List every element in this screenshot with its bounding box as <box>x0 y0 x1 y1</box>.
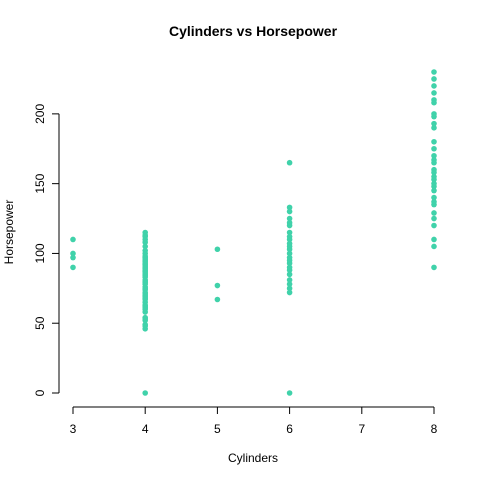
y-tick-label: 100 <box>33 243 47 263</box>
x-tick-label: 4 <box>142 422 149 436</box>
data-point <box>286 254 293 261</box>
data-point <box>70 264 76 271</box>
data-point <box>431 138 437 145</box>
y-tick-label: 50 <box>33 316 47 330</box>
data-point <box>431 180 437 187</box>
data-point <box>70 250 76 257</box>
data-point <box>286 219 293 226</box>
data-point <box>431 236 437 243</box>
x-tick-label: 8 <box>431 422 438 436</box>
data-point <box>286 204 293 211</box>
data-point <box>431 145 437 152</box>
data-point <box>431 194 437 201</box>
data-point <box>431 69 437 75</box>
data-point <box>431 111 437 117</box>
data-point <box>286 289 293 296</box>
x-tick-label: 6 <box>286 422 293 436</box>
y-axis-label: Horsepower <box>2 200 16 265</box>
data-point <box>286 285 293 292</box>
data-point <box>431 198 437 205</box>
data-point <box>431 215 437 222</box>
x-tick-label: 3 <box>70 422 77 436</box>
y-tick-label: 200 <box>33 104 47 124</box>
data-point <box>431 166 437 173</box>
data-point <box>431 187 437 194</box>
data-point <box>286 159 293 166</box>
data-point <box>286 250 293 257</box>
data-point <box>286 208 293 215</box>
chart-title: Cylinders vs Horsepower <box>169 23 338 39</box>
x-tick-label: 7 <box>358 422 365 436</box>
y-tick-label: 0 <box>33 389 47 396</box>
data-point <box>286 215 293 222</box>
x-axis-label: Cylinders <box>228 451 278 465</box>
x-tick-label: 5 <box>214 422 221 436</box>
data-point <box>142 390 148 396</box>
data-point <box>286 264 293 271</box>
data-point <box>142 321 148 328</box>
data-point <box>431 125 437 131</box>
data-point <box>431 83 437 89</box>
data-point <box>431 152 437 159</box>
data-point <box>286 229 293 236</box>
data-point <box>214 282 221 289</box>
data-points <box>70 69 437 396</box>
data-point <box>431 222 437 229</box>
data-point <box>431 210 437 216</box>
data-point <box>286 390 293 396</box>
y-tick-label: 150 <box>33 173 47 193</box>
data-point <box>214 296 221 303</box>
data-point <box>431 90 437 96</box>
data-point <box>286 233 293 240</box>
x-axis: 3 4 5 6 7 8 <box>70 406 438 436</box>
data-point <box>142 314 148 321</box>
data-point <box>431 97 437 103</box>
data-point <box>431 120 437 127</box>
data-point <box>431 157 437 163</box>
y-axis: 0 50 100 150 200 <box>33 104 60 396</box>
data-point <box>142 243 148 250</box>
data-point <box>70 236 76 243</box>
data-point <box>286 240 293 247</box>
data-point <box>431 76 437 82</box>
data-point <box>70 254 76 261</box>
data-point <box>142 247 148 254</box>
data-point <box>142 229 148 236</box>
data-point <box>214 246 221 253</box>
data-point <box>431 264 437 271</box>
data-point <box>431 243 437 250</box>
data-point <box>431 173 437 180</box>
data-point <box>286 277 293 283</box>
data-point <box>286 271 293 278</box>
data-point <box>286 281 293 287</box>
